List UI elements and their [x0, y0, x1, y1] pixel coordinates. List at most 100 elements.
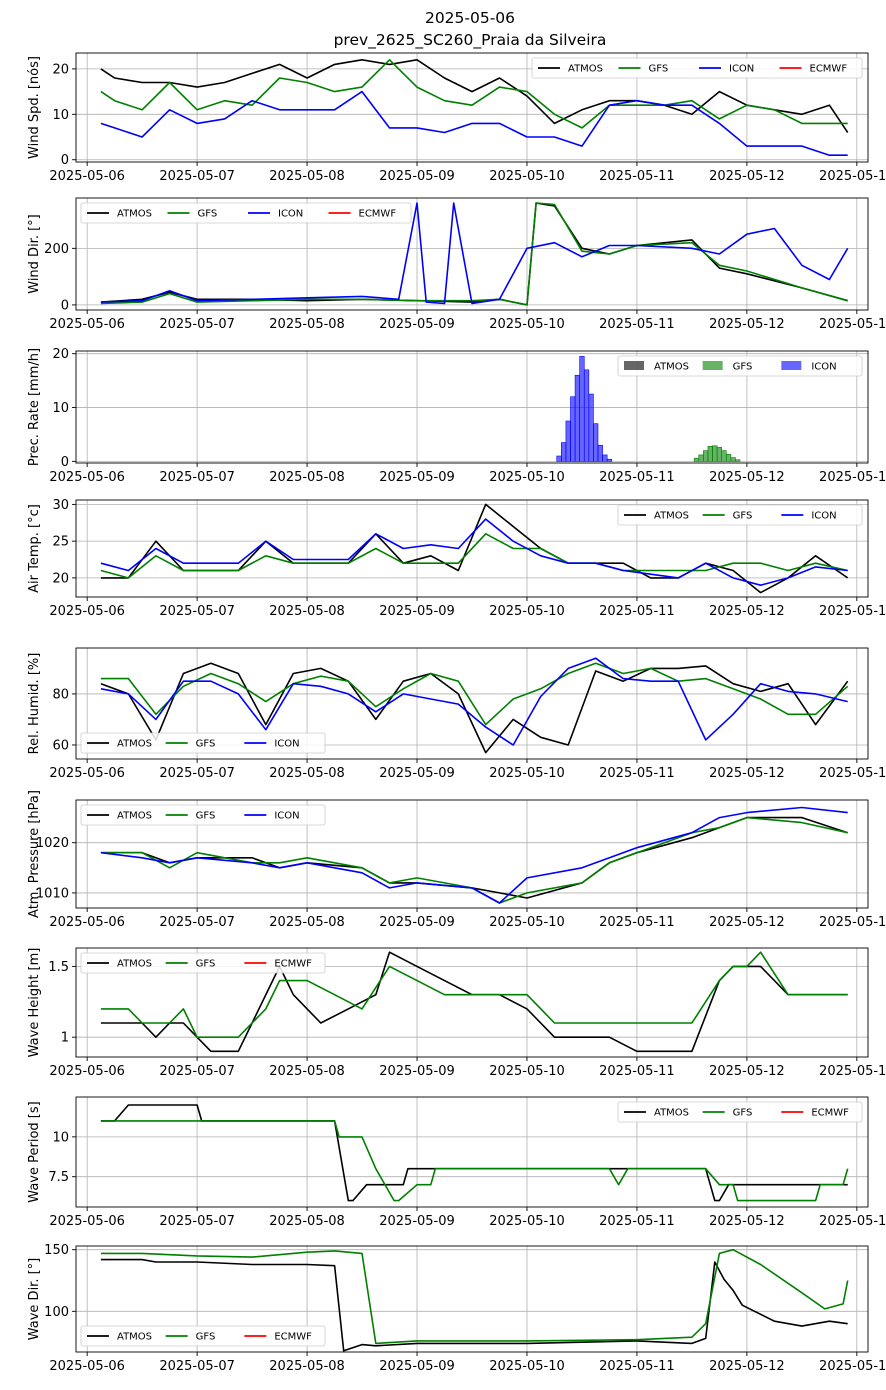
- legend-label-atmos: ATMOS: [117, 1332, 152, 1343]
- y-tick-label: 20: [52, 347, 69, 362]
- legend: ATMOS GFS ECMWF: [80, 952, 326, 974]
- x-tick-label: 2025-05-13: [819, 470, 886, 485]
- y-tick-label: 1: [61, 1031, 69, 1046]
- legend-box: [80, 732, 326, 754]
- y-tick-label: 10: [52, 1130, 69, 1145]
- legend: ATMOS GFS ECMWF: [617, 1101, 863, 1123]
- x-tick-label: 2025-05-09: [379, 317, 455, 332]
- x-tick-label: 2025-05-10: [489, 766, 565, 781]
- y-axis-label: Wave Height [m]: [27, 948, 42, 1058]
- x-tick-label: 2025-05-06: [49, 169, 125, 184]
- axes-frame: [75, 1245, 869, 1353]
- x-tick-label: 2025-05-06: [49, 317, 125, 332]
- x-tick-label: 2025-05-13: [819, 604, 886, 619]
- legend-label-atmos: ATMOS: [117, 209, 152, 220]
- plot-area: [100, 58, 849, 156]
- plot-area: [556, 356, 741, 462]
- x-tick-label: 2025-05-06: [49, 1214, 125, 1229]
- y-axis-label: Wave Period [s]: [27, 1101, 42, 1202]
- series-line-gfs: [100, 1120, 849, 1202]
- x-tick-label: 2025-05-13: [819, 1214, 886, 1229]
- legend-label-ecmwf: ECMWF: [274, 959, 312, 970]
- legend-label-ecmwf: ECMWF: [810, 64, 848, 75]
- legend-label-gfs: GFS: [733, 362, 753, 373]
- plot-area: [100, 503, 849, 594]
- x-tick-label: 2025-05-08: [269, 604, 345, 619]
- series-line-icon: [100, 518, 848, 587]
- chart-panel-7: 2025-05-06 2025-05-07 2025-05-08 2025-05-09…: [27, 947, 886, 1079]
- bar-icon: [588, 393, 594, 462]
- x-tick-label: 2025-05-08: [269, 766, 345, 781]
- x-tick-label: 2025-05-09: [379, 169, 455, 184]
- bar-gfs: [725, 454, 732, 462]
- x-tick-label: 2025-05-10: [489, 604, 565, 619]
- legend-label-icon: ICON: [274, 811, 299, 822]
- legend-label-ecmwf: ECMWF: [811, 1108, 849, 1119]
- bar-icon: [583, 369, 590, 462]
- x-tick-label: 2025-05-11: [599, 470, 675, 485]
- figure-title-line2: prev_2625_SC260_Praia da Silveira: [334, 31, 607, 50]
- axes-frame: [75, 799, 869, 909]
- legend-swatch-icon: [781, 361, 802, 370]
- axes-frame: [75, 52, 869, 163]
- y-axis-label: Wind Dir. [°]: [27, 214, 42, 294]
- legend-box: [80, 202, 412, 224]
- x-tick-label: 2025-05-11: [599, 766, 675, 781]
- legend-label-gfs: GFS: [196, 739, 216, 750]
- bar-gfs: [707, 446, 713, 462]
- legend-label-gfs: GFS: [196, 1332, 216, 1343]
- x-tick-label: 2025-05-08: [269, 1214, 345, 1229]
- chart-panel-9: 2025-05-06 2025-05-07 2025-05-08 2025-05-09…: [27, 1243, 886, 1374]
- x-tick-label: 2025-05-13: [819, 766, 886, 781]
- x-tick-label: 2025-05-08: [269, 915, 345, 930]
- legend: ATMOS GFS ICON: [80, 732, 326, 754]
- bar-icon: [565, 420, 571, 462]
- y-tick-label: 25: [52, 535, 69, 550]
- legend-label-icon: ICON: [274, 739, 299, 750]
- legend-box: [531, 57, 863, 79]
- series-line-atmos: [100, 1258, 848, 1352]
- x-tick-label: 2025-05-11: [599, 1359, 675, 1374]
- y-tick-label: 80: [52, 687, 69, 702]
- legend: ATMOS GFS ICON ECMWF: [531, 57, 863, 79]
- legend-swatch-gfs: [702, 361, 723, 370]
- y-tick-label: 0: [61, 153, 69, 168]
- chart-panel-6: 2025-05-06 2025-05-07 2025-05-08 2025-05-09…: [27, 790, 886, 930]
- legend-label-atmos: ATMOS: [654, 362, 689, 373]
- legend: ATMOS GFS ECMWF: [80, 1325, 326, 1347]
- x-tick-label: 2025-05-08: [269, 169, 345, 184]
- legend-label-icon: ICON: [811, 362, 836, 373]
- legend-label-atmos: ATMOS: [654, 1108, 689, 1119]
- x-tick-label: 2025-05-11: [599, 169, 675, 184]
- bar-icon: [593, 423, 599, 462]
- legend-label-atmos: ATMOS: [568, 64, 603, 75]
- x-tick-label: 2025-05-12: [709, 604, 785, 619]
- y-tick-label: 100: [44, 1305, 69, 1320]
- plot-area: [100, 1104, 849, 1202]
- legend: ATMOS GFS ICON: [617, 355, 863, 377]
- series-line-icon: [100, 657, 848, 746]
- x-tick-label: 2025-05-09: [379, 604, 455, 619]
- x-tick-label: 2025-05-13: [819, 1064, 886, 1079]
- series-line-icon: [100, 202, 849, 305]
- bar-icon: [597, 444, 603, 462]
- legend-label-atmos: ATMOS: [117, 739, 152, 750]
- x-tick-label: 2025-05-10: [489, 1359, 565, 1374]
- x-tick-label: 2025-05-11: [599, 1214, 675, 1229]
- legend-label-gfs: GFS: [733, 511, 753, 522]
- x-tick-label: 2025-05-08: [269, 1064, 345, 1079]
- bar-icon: [561, 442, 567, 462]
- legend: ATMOS GFS ICON ECMWF: [80, 202, 412, 224]
- x-tick-label: 2025-05-11: [599, 604, 675, 619]
- x-tick-label: 2025-05-07: [159, 766, 235, 781]
- x-tick-label: 2025-05-13: [819, 1359, 886, 1374]
- series-line-atmos: [100, 1104, 848, 1202]
- y-tick-label: 20: [52, 571, 69, 586]
- bar-gfs: [716, 447, 722, 462]
- y-axis-label: Atm. Pressure [hPa]: [27, 790, 42, 918]
- legend-box: [80, 952, 326, 974]
- x-tick-label: 2025-05-07: [159, 915, 235, 930]
- x-tick-label: 2025-05-06: [49, 1359, 125, 1374]
- x-tick-label: 2025-05-09: [379, 1214, 455, 1229]
- bar-icon: [579, 356, 585, 462]
